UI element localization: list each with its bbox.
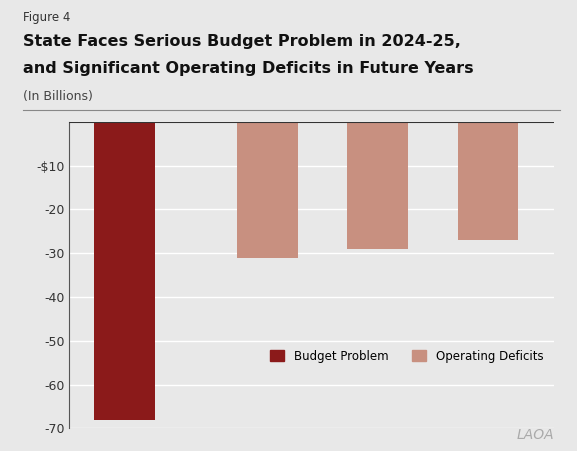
- Text: and Significant Operating Deficits in Future Years: and Significant Operating Deficits in Fu…: [23, 61, 474, 76]
- Bar: [94, 122, 155, 420]
- Text: State Faces Serious Budget Problem in 2024-25,: State Faces Serious Budget Problem in 20…: [23, 34, 461, 49]
- Legend: Budget Problem, Operating Deficits: Budget Problem, Operating Deficits: [265, 345, 548, 368]
- Text: (In Billions): (In Billions): [23, 90, 93, 103]
- Text: LAOA: LAOA: [516, 428, 554, 442]
- Bar: [347, 122, 408, 249]
- Bar: [458, 122, 518, 240]
- Text: Figure 4: Figure 4: [23, 11, 70, 24]
- Bar: [237, 122, 298, 258]
